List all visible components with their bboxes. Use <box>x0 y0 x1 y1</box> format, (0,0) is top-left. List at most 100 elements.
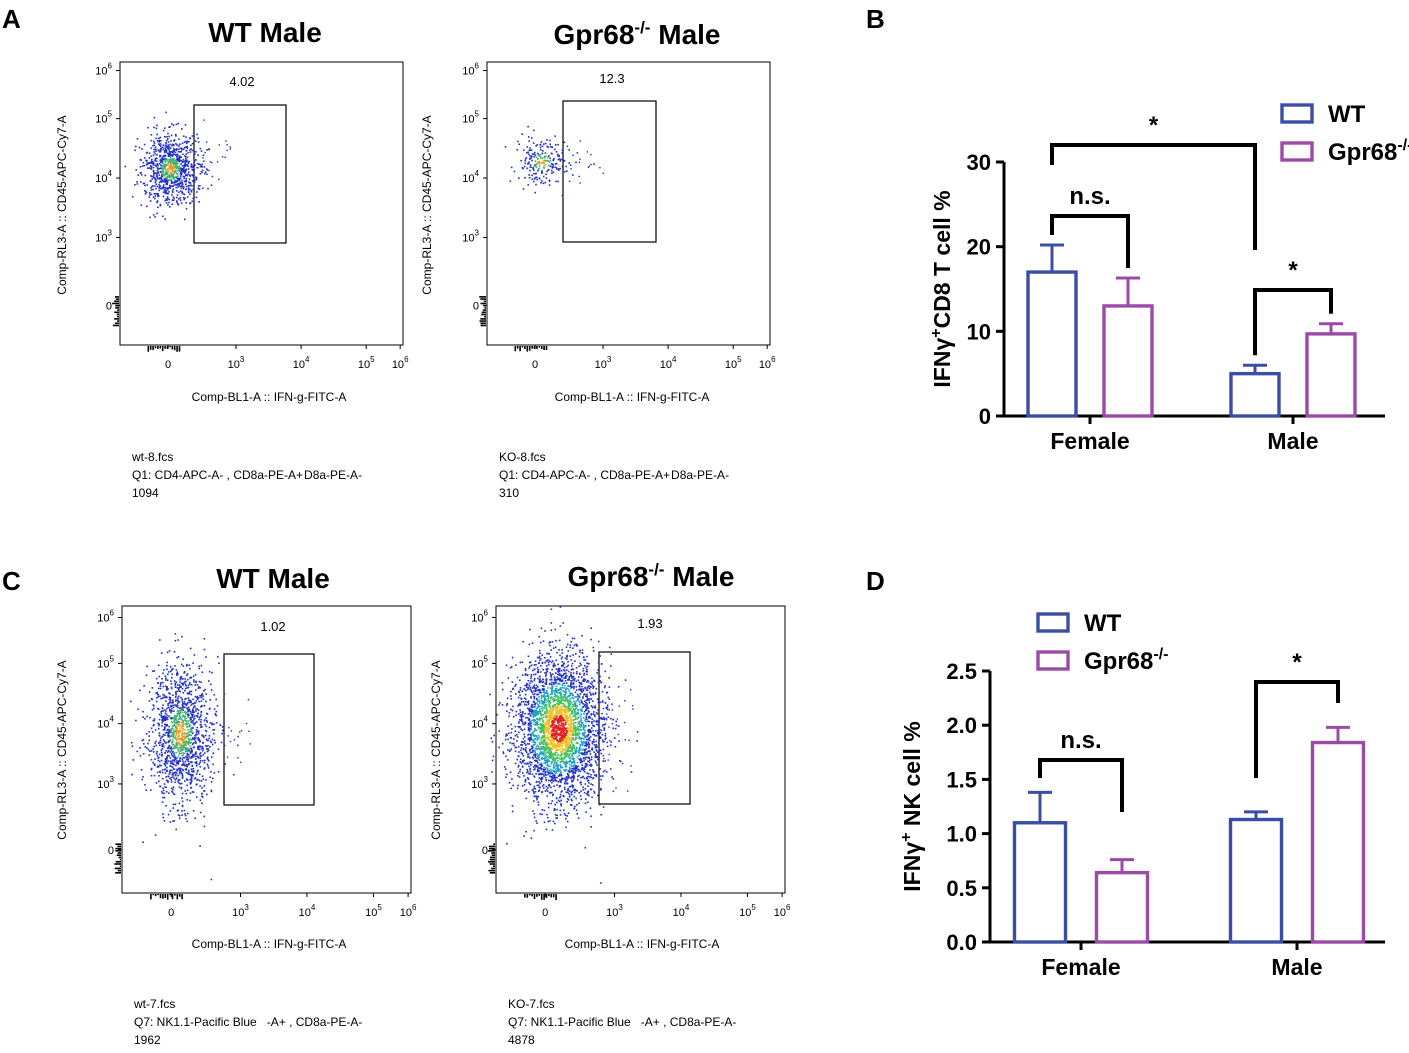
event-dot <box>586 681 588 683</box>
event-dot <box>148 735 150 737</box>
event-dot <box>163 796 166 799</box>
event-dot <box>186 735 189 738</box>
event-dot <box>590 756 593 758</box>
event-dot <box>568 728 571 730</box>
event-dot <box>156 696 158 699</box>
event-dot <box>549 143 551 146</box>
event-dot <box>198 739 201 741</box>
event-dot <box>191 780 193 782</box>
event-dot <box>597 732 599 735</box>
event-dot <box>534 709 537 712</box>
event-dot <box>162 158 164 161</box>
event-dot <box>576 693 579 696</box>
event-dot <box>191 756 193 758</box>
event-dot <box>152 176 155 178</box>
event-dot <box>530 735 532 737</box>
event-dot <box>553 747 556 749</box>
event-dot <box>533 800 535 802</box>
event-dot <box>179 177 182 180</box>
event-dot <box>532 719 534 722</box>
event-dot <box>156 691 158 694</box>
event-dot <box>536 702 538 705</box>
event-dot <box>537 700 539 702</box>
event-dot <box>546 795 549 797</box>
event-dot <box>184 737 186 739</box>
event-dot <box>589 730 592 733</box>
event-dot <box>531 706 533 709</box>
event-dot <box>536 721 538 724</box>
event-dot <box>592 769 594 771</box>
event-dot <box>531 159 533 162</box>
event-dot <box>155 150 157 152</box>
event-dot <box>575 797 577 800</box>
event-dot <box>194 696 197 698</box>
event-dot <box>182 692 185 694</box>
event-dot <box>172 731 174 734</box>
event-dot <box>541 700 544 703</box>
panel-label-b: B <box>866 4 885 34</box>
event-dot <box>160 697 162 700</box>
event-dot <box>175 693 177 696</box>
event-dot <box>580 723 583 726</box>
event-dot <box>544 181 546 184</box>
event-dot <box>209 746 211 748</box>
event-dot <box>186 779 189 781</box>
event-dot <box>561 708 563 710</box>
event-dot <box>181 719 184 722</box>
event-dot <box>181 182 184 184</box>
event-dot <box>154 834 157 836</box>
event-dot <box>566 633 569 636</box>
event-dot <box>547 767 549 770</box>
event-dot <box>166 716 169 719</box>
event-dot <box>170 753 173 755</box>
event-dot <box>578 736 581 738</box>
event-dot <box>174 737 176 739</box>
event-dot <box>188 748 191 750</box>
event-dot <box>179 181 181 184</box>
event-dot <box>535 745 538 748</box>
event-dot <box>539 671 542 673</box>
event-dot <box>162 146 164 149</box>
event-dot <box>578 655 581 658</box>
event-dot <box>176 180 179 183</box>
event-dot <box>546 734 549 737</box>
event-dot <box>569 734 572 737</box>
event-dot <box>162 816 164 819</box>
event-dot <box>544 142 547 145</box>
event-dot <box>551 698 554 701</box>
event-dot <box>181 700 184 702</box>
event-dot <box>529 757 531 759</box>
event-dot <box>530 680 532 682</box>
event-dot <box>146 715 148 718</box>
event-dot <box>557 168 560 170</box>
event-dot <box>203 648 206 651</box>
event-dot <box>491 771 493 773</box>
event-dot <box>156 176 159 179</box>
event-dot <box>565 714 567 716</box>
event-dot <box>570 680 572 682</box>
event-dot <box>533 684 536 686</box>
event-dot <box>602 172 604 174</box>
event-dot <box>545 691 547 694</box>
event-dot <box>202 154 205 156</box>
event-dot <box>593 725 595 728</box>
event-dot <box>569 694 572 697</box>
event-dot <box>557 721 559 723</box>
event-dot <box>554 166 557 169</box>
event-dot <box>600 789 602 791</box>
event-dot <box>195 796 198 798</box>
event-dot <box>173 139 176 141</box>
event-dot <box>169 757 172 759</box>
event-dot <box>543 821 546 824</box>
event-dot <box>186 784 188 787</box>
event-dot <box>201 171 203 174</box>
event-dot <box>540 780 543 783</box>
event-dot <box>173 159 176 162</box>
event-dot <box>520 752 523 754</box>
event-dot <box>199 147 202 150</box>
event-dot <box>173 710 175 712</box>
event-dot <box>539 675 541 678</box>
event-dot <box>541 161 544 163</box>
event-dot <box>166 766 168 769</box>
event-dot <box>578 161 581 163</box>
